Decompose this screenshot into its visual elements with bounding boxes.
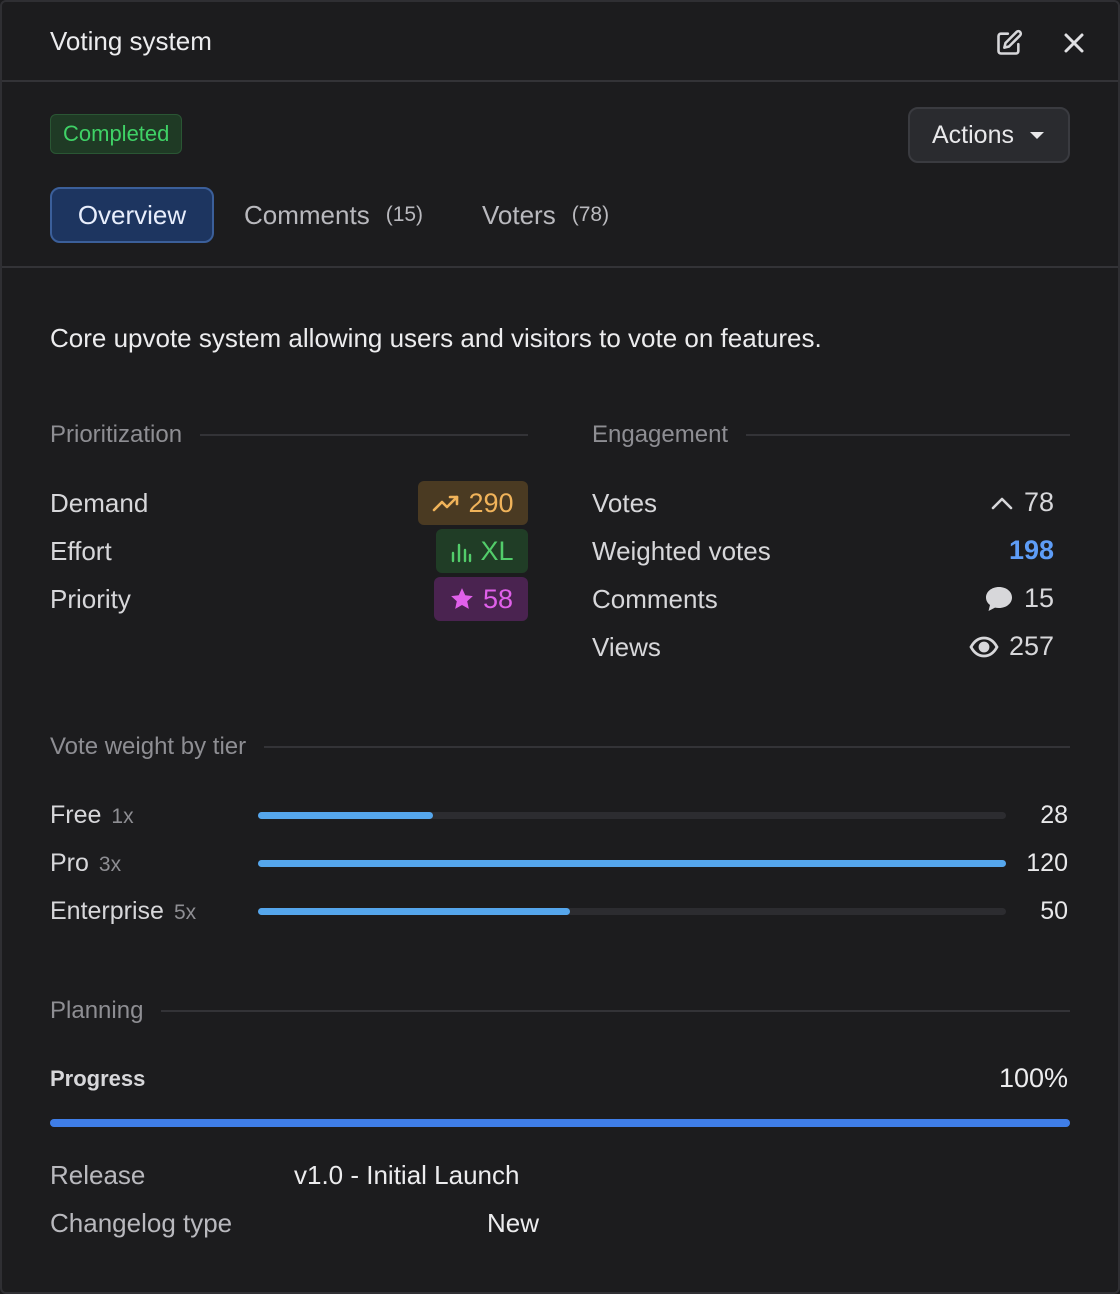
tab-label: Voters: [482, 199, 556, 230]
divider: [264, 746, 1070, 748]
effort-value: XL: [480, 535, 514, 566]
tab-label: Comments: [244, 199, 370, 230]
eye-icon: [969, 636, 999, 657]
section-title: Planning: [50, 997, 144, 1024]
priority-label: Priority: [50, 584, 131, 614]
tier-heading: Vote weight by tier: [50, 733, 1070, 761]
progress-bar: [50, 1119, 1070, 1127]
divider: [746, 434, 1070, 436]
weighted-votes-value: 198: [1008, 535, 1054, 565]
actions-button[interactable]: Actions: [908, 107, 1070, 163]
votes-label: Votes: [592, 488, 658, 518]
tier-bar-free: [258, 812, 1006, 819]
trending-up-icon: [433, 495, 459, 512]
divider: [161, 1010, 1070, 1012]
priority-score-badge: 58: [434, 577, 528, 621]
tier-label-free: Free 1x: [50, 801, 134, 830]
tier-bar-fill: [258, 908, 570, 915]
tier-bar-pro: [258, 860, 1006, 867]
caret-down-icon: [1029, 131, 1044, 139]
progress-value: 100%: [998, 1063, 1068, 1093]
tier-bar-enterprise: [258, 908, 1006, 915]
tab-label: Overview: [77, 199, 187, 230]
status-badge: Completed: [50, 114, 183, 154]
tier-label-pro: Pro 3x: [50, 849, 121, 878]
effort-size-badge: XL: [436, 529, 528, 573]
close-button[interactable]: [1057, 26, 1091, 60]
panel-title: Voting system: [50, 26, 212, 56]
changelog-type-value: New: [487, 1208, 540, 1238]
actions-label: Actions: [932, 120, 1014, 149]
release-label: Release: [50, 1160, 146, 1190]
tier-value-pro: 120: [1026, 849, 1068, 877]
weighted-votes-label: Weighted votes: [592, 536, 771, 566]
demand-value: 290: [468, 487, 514, 518]
section-title: Vote weight by tier: [50, 733, 247, 760]
views-stat: 257: [969, 631, 1054, 662]
tier-name: Free: [50, 801, 102, 829]
tab-comments[interactable]: Comments (15): [244, 187, 423, 243]
votes-value: 78: [1023, 487, 1054, 517]
chat-bubble-icon: [985, 586, 1012, 611]
edit-button[interactable]: [992, 26, 1026, 60]
changelog-type-label: Changelog type: [50, 1208, 233, 1238]
engagement-heading: Engagement: [592, 421, 1070, 449]
tier-multiplier: 5x: [173, 901, 197, 924]
tier-multiplier: 1x: [111, 805, 134, 828]
panel-header: Voting system: [2, 2, 1118, 82]
chevron-up-icon: [991, 497, 1013, 509]
comments-value: 15: [1023, 583, 1054, 613]
views-label: Views: [592, 632, 661, 662]
status-and-tabs: Completed Actions Overview Comments (15)…: [2, 82, 1118, 268]
tier-label-enterprise: Enterprise 5x: [50, 897, 196, 926]
comments-stat: 15: [984, 583, 1054, 614]
tier-value-enterprise: 50: [1040, 897, 1068, 925]
edit-icon: [997, 29, 1023, 55]
views-value: 257: [1008, 631, 1054, 661]
progress-bar-fill: [50, 1119, 1070, 1127]
section-title: Engagement: [592, 421, 729, 448]
prioritization-heading: Prioritization: [50, 421, 528, 449]
comments-label: Comments: [592, 584, 718, 614]
bar-chart-icon: [452, 543, 472, 563]
progress-label: Progress: [50, 1066, 146, 1091]
demand-label: Demand: [50, 488, 149, 518]
demand-score-badge: 290: [418, 481, 528, 525]
tab-count: (15): [385, 203, 424, 226]
priority-value: 58: [482, 583, 514, 614]
divider: [200, 434, 528, 436]
weighted-votes-stat: 198: [1009, 535, 1054, 566]
tier-value-free: 28: [1040, 801, 1068, 829]
effort-label: Effort: [50, 536, 112, 566]
planning-heading: Planning: [50, 997, 1070, 1025]
tier-name: Pro: [50, 849, 89, 877]
votes-stat: 78: [990, 487, 1054, 518]
tier-bar-fill: [258, 812, 433, 819]
tab-overview[interactable]: Overview: [50, 187, 214, 243]
tier-bar-fill: [258, 860, 1006, 867]
close-icon: [1064, 33, 1084, 53]
release-value: v1.0 - Initial Launch: [294, 1160, 520, 1190]
tab-voters[interactable]: Voters (78): [482, 187, 609, 243]
tier-name: Enterprise: [50, 897, 164, 925]
star-icon: [451, 588, 473, 609]
feature-description: Core upvote system allowing users and vi…: [50, 323, 822, 353]
section-title: Prioritization: [50, 421, 183, 448]
tab-count: (78): [571, 203, 610, 226]
tier-multiplier: 3x: [98, 853, 122, 876]
